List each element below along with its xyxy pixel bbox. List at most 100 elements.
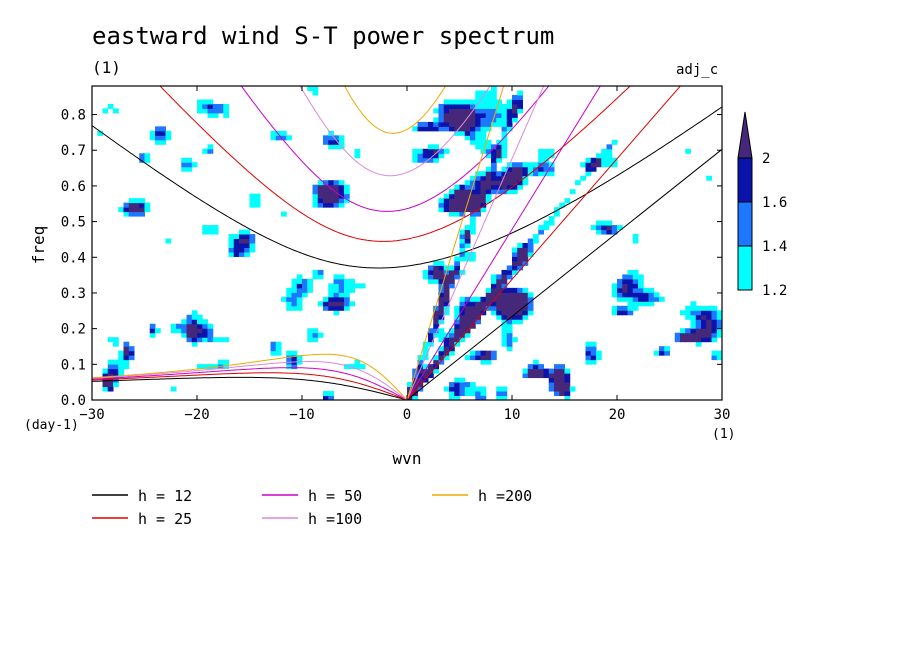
heat-cell — [107, 386, 114, 392]
heat-cell — [422, 121, 429, 127]
heat-cell — [459, 305, 466, 311]
heat-cell — [323, 189, 329, 195]
x-tick-label: 10 — [504, 407, 521, 423]
heat-cell — [543, 368, 550, 374]
heat-cell — [349, 278, 355, 284]
heat-cell — [517, 108, 523, 114]
heat-cell — [338, 287, 345, 293]
heat-cell — [527, 243, 534, 248]
heat-cell — [464, 112, 471, 118]
heat-cell — [412, 126, 418, 132]
heat-cell — [533, 238, 539, 244]
heat-cell — [496, 171, 502, 177]
heat-cell — [202, 108, 208, 114]
heat-cell — [716, 332, 722, 338]
heat-cell — [428, 337, 434, 343]
heat-cell — [459, 234, 466, 240]
heat-cell — [323, 202, 329, 208]
heat-cell — [485, 153, 492, 159]
heat-cell — [449, 386, 455, 392]
heat-cell — [485, 296, 492, 302]
heat-cell — [480, 121, 487, 127]
heat-cell — [491, 171, 497, 177]
heat-cell — [459, 207, 466, 213]
heat-cell — [517, 247, 523, 253]
heat-cell — [585, 341, 592, 347]
heat-cell — [506, 314, 513, 320]
heat-cell — [690, 323, 697, 329]
heat-cell — [197, 364, 203, 370]
heat-cell — [512, 99, 518, 105]
heat-cell — [459, 108, 466, 114]
heat-cell — [349, 287, 355, 293]
heat-cell — [212, 229, 219, 235]
heat-cell — [496, 283, 502, 289]
heat-cell — [202, 103, 208, 109]
heat-cell — [475, 99, 481, 105]
heat-cell — [443, 198, 450, 204]
heat-cell — [470, 211, 476, 217]
heat-cell — [128, 350, 135, 356]
heat-cell — [270, 346, 277, 352]
heat-cell — [506, 265, 513, 271]
heat-cell — [438, 359, 445, 365]
heat-cell — [485, 126, 492, 132]
heat-cell — [239, 243, 245, 248]
heat-cell — [443, 274, 450, 280]
heat-cell — [590, 355, 597, 361]
heat-cell — [149, 332, 156, 338]
heat-cell — [412, 148, 418, 154]
heat-cell — [464, 130, 471, 136]
heat-cell — [102, 368, 109, 374]
heat-cell — [470, 314, 476, 320]
colorbar-label: 1.2 — [762, 283, 787, 299]
heat-cell — [601, 220, 607, 226]
heat-cell — [438, 278, 445, 284]
heat-cell — [454, 211, 460, 217]
heat-cell — [296, 274, 303, 280]
heat-cell — [517, 265, 523, 271]
heat-cell — [328, 202, 334, 208]
heat-cell — [632, 278, 639, 284]
heat-cell — [160, 126, 166, 132]
heat-cell — [118, 355, 124, 361]
heat-cell — [244, 229, 250, 235]
heat-cell — [417, 377, 424, 383]
heat-cell — [428, 364, 434, 370]
heat-cell — [480, 193, 487, 199]
heat-cell — [412, 395, 418, 400]
heat-cell — [312, 328, 319, 334]
heat-cell — [113, 337, 119, 343]
heat-cell — [475, 301, 481, 307]
heat-cell — [359, 364, 366, 370]
heat-cell — [438, 121, 445, 127]
heat-cell — [333, 202, 340, 208]
heat-cell — [128, 207, 135, 213]
heat-cell — [307, 287, 313, 293]
heat-cell — [480, 130, 487, 136]
heat-cell — [491, 103, 497, 109]
heat-cell — [475, 112, 481, 118]
heat-cell — [512, 117, 518, 123]
heat-cell — [496, 314, 502, 320]
heat-cell — [128, 346, 135, 352]
heat-cell — [485, 90, 492, 96]
heat-cell — [475, 305, 481, 311]
heat-cell — [648, 292, 655, 298]
heat-cell — [485, 184, 492, 190]
heat-cell — [501, 126, 508, 132]
heat-cell — [522, 373, 529, 379]
heat-cell — [506, 305, 513, 311]
heat-cell — [527, 373, 534, 379]
heat-cell — [674, 337, 681, 343]
heat-cell — [438, 112, 445, 118]
heat-cell — [454, 130, 460, 136]
heat-cell — [701, 332, 707, 338]
heat-cell — [464, 189, 471, 195]
heat-cell — [464, 135, 471, 141]
heat-cell — [690, 305, 697, 311]
heat-cell — [527, 166, 534, 172]
heat-cell — [475, 108, 481, 114]
heat-cell — [485, 287, 492, 293]
heat-cell — [218, 103, 224, 109]
